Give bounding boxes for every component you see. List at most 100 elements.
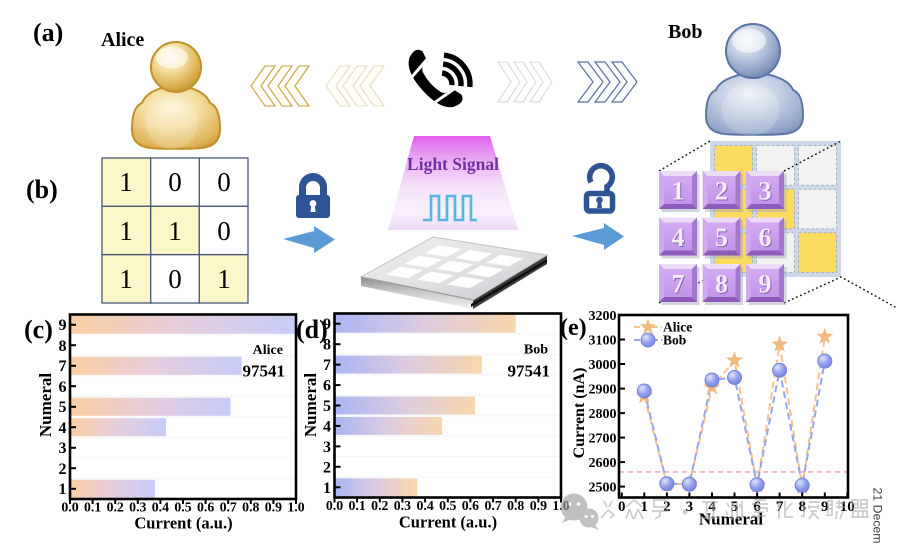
svg-text:7: 7	[673, 271, 686, 300]
svg-text:Bob: Bob	[524, 343, 548, 358]
svg-text:7: 7	[323, 357, 331, 374]
svg-text:6: 6	[759, 223, 772, 252]
svg-text:Alice: Alice	[663, 320, 692, 335]
svg-text:Numeral: Numeral	[301, 373, 320, 437]
svg-text:1.0: 1.0	[287, 500, 304, 515]
svg-text:0.1: 0.1	[84, 500, 101, 515]
svg-text:Numeral: Numeral	[36, 373, 55, 437]
svg-text:97541: 97541	[508, 362, 551, 381]
svg-text:8: 8	[716, 271, 729, 300]
svg-text:2600: 2600	[589, 456, 617, 471]
svg-text:3: 3	[759, 177, 772, 206]
svg-text:2500: 2500	[589, 481, 617, 496]
svg-text:2900: 2900	[589, 383, 617, 398]
svg-text:21 December 2023. Downloaded f: 21 December 2023. Downloaded from	[871, 488, 885, 544]
svg-text:0.2: 0.2	[371, 498, 388, 513]
svg-text:1: 1	[217, 264, 231, 294]
svg-text:5: 5	[59, 399, 67, 416]
svg-text:3: 3	[760, 178, 773, 207]
svg-text:4: 4	[673, 224, 686, 253]
svg-text:1: 1	[641, 499, 649, 515]
svg-text:3: 3	[323, 439, 331, 456]
svg-text:1: 1	[119, 264, 133, 294]
svg-text:0.6: 0.6	[197, 500, 214, 515]
svg-text:9: 9	[759, 270, 772, 299]
svg-text:0.4: 0.4	[416, 498, 433, 513]
svg-text:6: 6	[59, 379, 67, 396]
svg-text:8: 8	[798, 499, 806, 515]
svg-text:5: 5	[716, 224, 729, 253]
svg-text:4: 4	[672, 223, 685, 252]
svg-text:0.3: 0.3	[394, 498, 411, 513]
svg-text:9: 9	[59, 317, 67, 334]
svg-text:0.3: 0.3	[129, 500, 146, 515]
svg-text:0.2: 0.2	[107, 500, 124, 515]
svg-text:2: 2	[716, 178, 729, 207]
svg-text:9: 9	[821, 499, 829, 515]
svg-text:97541: 97541	[243, 362, 286, 381]
svg-text:1: 1	[59, 481, 67, 498]
svg-text:Alice: Alice	[253, 343, 283, 358]
svg-text:2: 2	[59, 461, 67, 478]
svg-text:3: 3	[686, 499, 694, 515]
svg-text:Alice: Alice	[101, 29, 144, 51]
svg-text:Current (a.u.): Current (a.u.)	[134, 514, 232, 533]
svg-text:0: 0	[217, 167, 231, 197]
svg-text:0.6: 0.6	[462, 498, 479, 513]
svg-text:(a): (a)	[33, 18, 63, 47]
svg-text:6: 6	[753, 499, 761, 515]
svg-text:6: 6	[323, 378, 331, 395]
svg-text:0.8: 0.8	[507, 498, 524, 513]
svg-text:7: 7	[59, 358, 67, 375]
svg-text:(b): (b)	[26, 175, 58, 204]
svg-text:0: 0	[217, 216, 231, 246]
svg-text:0.9: 0.9	[530, 498, 547, 513]
svg-text:2700: 2700	[589, 432, 617, 447]
svg-text:5: 5	[715, 223, 728, 252]
svg-text:0.1: 0.1	[348, 498, 365, 513]
svg-text:(e): (e)	[560, 315, 587, 341]
svg-text:Current (a.u.): Current (a.u.)	[399, 513, 497, 532]
svg-text:2800: 2800	[589, 407, 617, 422]
svg-text:6: 6	[760, 224, 773, 253]
svg-text:4: 4	[708, 499, 716, 515]
svg-text:0: 0	[168, 264, 182, 294]
svg-text:5: 5	[323, 398, 331, 415]
svg-text:0.7: 0.7	[484, 498, 501, 513]
svg-text:0.7: 0.7	[220, 500, 237, 515]
svg-text:8: 8	[323, 337, 331, 354]
svg-text:0.8: 0.8	[242, 500, 259, 515]
svg-text:4: 4	[323, 418, 331, 435]
svg-text:0.5: 0.5	[439, 498, 456, 513]
svg-text:1: 1	[119, 167, 133, 197]
svg-text:9: 9	[760, 271, 773, 300]
svg-text:2: 2	[663, 499, 671, 515]
svg-text:Light Signal: Light Signal	[407, 154, 499, 174]
svg-text:0.0: 0.0	[61, 500, 78, 515]
svg-text:3000: 3000	[589, 358, 617, 373]
svg-text:0.4: 0.4	[152, 500, 169, 515]
svg-text:4: 4	[59, 420, 67, 437]
svg-text:1: 1	[119, 216, 133, 246]
svg-text:0: 0	[618, 499, 626, 515]
svg-text:8: 8	[715, 270, 728, 299]
svg-text:8: 8	[59, 338, 67, 355]
svg-text:0.9: 0.9	[265, 500, 282, 515]
svg-text:7: 7	[672, 270, 685, 299]
svg-text:1: 1	[168, 216, 182, 246]
svg-text:Bob: Bob	[663, 333, 686, 348]
svg-text:3200: 3200	[589, 309, 617, 324]
svg-text:Current (nA): Current (nA)	[571, 368, 588, 459]
svg-text:1: 1	[672, 177, 685, 206]
svg-text:Bob: Bob	[668, 21, 702, 43]
svg-text:2: 2	[715, 177, 728, 206]
svg-text:(c): (c)	[24, 315, 53, 344]
svg-text:(d): (d)	[296, 315, 328, 344]
svg-text:3100: 3100	[589, 334, 617, 349]
svg-text:3: 3	[59, 440, 67, 457]
svg-text:0.0: 0.0	[326, 498, 343, 513]
svg-text:1: 1	[323, 480, 331, 497]
svg-text:1: 1	[673, 178, 686, 207]
svg-text:9: 9	[323, 316, 331, 333]
svg-text:0.5: 0.5	[174, 500, 191, 515]
